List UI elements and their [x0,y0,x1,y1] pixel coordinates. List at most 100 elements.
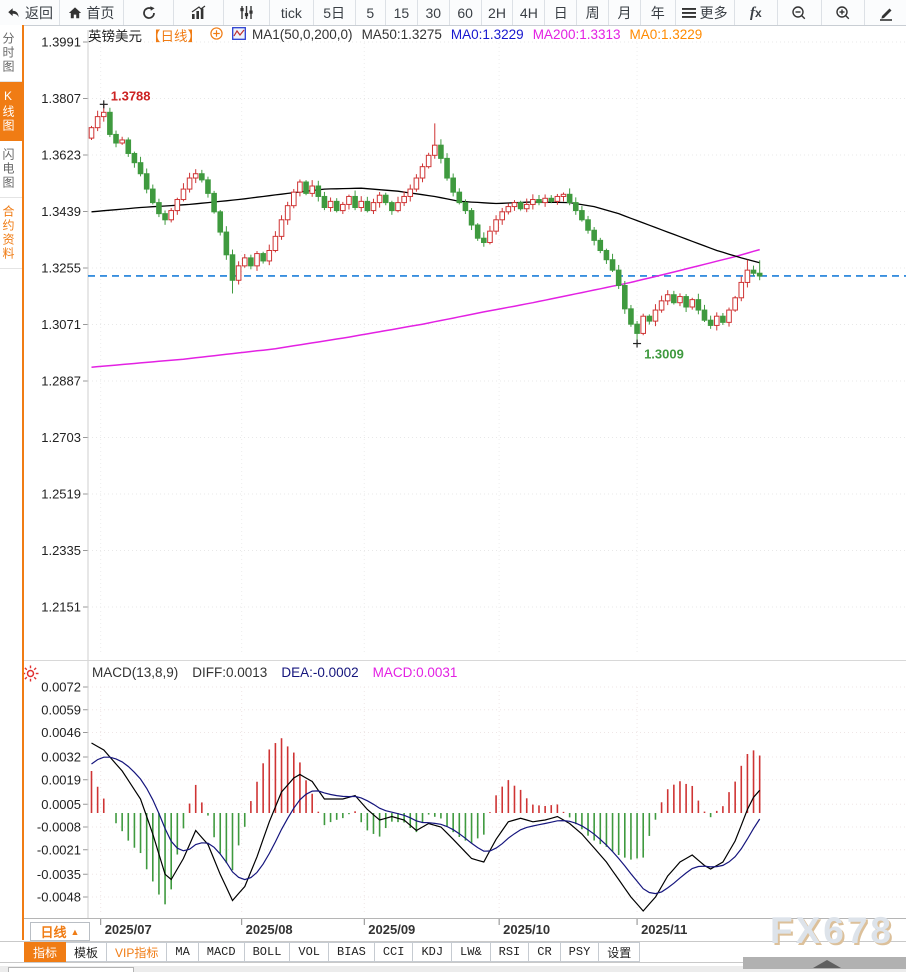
zoom-out-button[interactable] [778,0,822,25]
sidebar-item-contract-info[interactable]: 合约资料 [0,198,22,269]
interval-5min-button[interactable]: 5 [356,0,386,25]
pen-icon [878,5,894,21]
sidebar-item-flash-chart[interactable]: 闪电图 [0,141,22,198]
macd-header: MACD(13,8,9) DIFF:0.0013 DEA:-0.0002 MAC… [92,664,457,680]
draw-pen-button[interactable] [865,0,906,25]
week-label: 周 [585,4,600,21]
interval-4h-button[interactable]: 4H [513,0,546,25]
period-label: 【日线】 [147,28,201,44]
top-toolbar: 返回 首页 tick 5日 5 15 30 60 2H 4H 日 周 月 年 更… [0,0,906,26]
macd-settings-icon[interactable] [22,665,39,687]
interval-5day-button[interactable]: 5日 [314,0,356,25]
tab-0-指标[interactable]: 指标 [24,942,67,962]
min15-label: 15 [393,4,410,21]
refresh-button[interactable] [124,0,175,25]
bar-chart-icon [190,5,207,20]
svg-text:0.0032: 0.0032 [41,750,81,765]
tab-3-MA[interactable]: MA [167,942,199,962]
ma-params-label: MA1(50,0,200,0) [252,27,353,42]
sidebar-item-kline-chart[interactable]: K线图 [0,82,22,141]
tick-label: tick [280,4,302,21]
period-button-label: 日线 [40,925,67,940]
macd-dea-value: DEA:-0.0002 [281,664,359,680]
tab-10-LW&[interactable]: LW& [452,942,491,962]
svg-text:1.2335: 1.2335 [41,543,81,558]
svg-text:1.2703: 1.2703 [41,430,81,445]
x-axis-row: 日线 ▲ 2025/07 2025/08 2025/09 2025/10 2025/11 [0,918,906,942]
day-label: 日 [553,4,568,21]
zoom-out-icon [791,5,807,21]
svg-text:0.0046: 0.0046 [41,725,81,740]
tab-4-MACD[interactable]: MACD [198,942,245,962]
home-button[interactable]: 首页 [60,0,124,25]
interval-tick-button[interactable]: tick [270,0,314,25]
fx-indicator-button[interactable]: fx [735,0,779,25]
tab-2-VIP指标[interactable]: VIP指标 [107,942,168,962]
interval-week-button[interactable]: 周 [577,0,610,25]
svg-text:1.3439: 1.3439 [41,204,81,219]
period-selector-button[interactable]: 日线 ▲ [30,922,90,941]
tab-5-BOLL[interactable]: BOLL [244,942,291,962]
ma0-value-orange: MA0:1.3229 [629,27,703,42]
year-label: 年 [650,4,665,21]
interval-day-button[interactable]: 日 [545,0,578,25]
tab-12-CR[interactable]: CR [529,942,561,962]
fx-icon: fx [750,4,762,21]
home-label: 首页 [86,4,115,21]
ma0-value-blue: MA0:1.3229 [450,27,524,42]
svg-text:1.2519: 1.2519 [41,487,81,502]
interval-60min-button[interactable]: 60 [450,0,482,25]
interval-30min-button[interactable]: 30 [418,0,450,25]
price-annotation-1.3788: 1.3788 [111,88,151,103]
svg-text:1.2151: 1.2151 [41,600,81,615]
chart-type-sidebar: 分时图 K线图 闪电图 合约资料 [0,25,24,940]
interval-year-button[interactable]: 年 [641,0,676,25]
horizontal-scrollbar[interactable] [743,957,906,969]
more-button[interactable]: 更多 [676,0,735,25]
svg-text:-0.0008: -0.0008 [37,820,81,835]
macd-diff-value: DIFF:0.0013 [192,664,268,680]
sliders-icon [239,5,254,20]
partial-bottom-tab[interactable] [8,967,134,972]
add-indicator-icon[interactable] [210,26,223,43]
svg-text:1.3255: 1.3255 [41,261,81,276]
symbol-name: 英镑美元 [88,28,142,44]
svg-text:1.3071: 1.3071 [41,317,81,332]
indicator-settings-icon-button[interactable] [224,0,271,25]
back-label: 返回 [25,4,53,21]
tab-7-BIAS[interactable]: BIAS [329,942,375,962]
tab-11-RSI[interactable]: RSI [490,942,530,962]
min5-label: 5 [366,4,375,21]
hamburger-icon [681,7,696,19]
tab-14-设置[interactable]: 设置 [599,942,641,962]
back-button[interactable]: 返回 [0,0,60,25]
macd-params-label: MACD(13,8,9) [92,664,179,680]
interval-15min-button[interactable]: 15 [386,0,418,25]
tab-9-KDJ[interactable]: KDJ [413,942,453,962]
tab-1-模板[interactable]: 模板 [66,942,108,962]
more-label: 更多 [699,4,728,21]
tab-6-VOL[interactable]: VOL [290,942,330,962]
svg-text:-0.0021: -0.0021 [37,842,81,857]
back-arrow-icon [6,6,21,20]
kline-chart-icon-button[interactable] [174,0,224,25]
svg-text:0.0019: 0.0019 [41,772,81,787]
x-axis-label-2025/09: 2025/09 [368,922,416,937]
x-axis-label-2025/10: 2025/10 [503,922,551,937]
tab-8-CCI[interactable]: CCI [374,942,414,962]
partial-bottom-row [0,966,906,972]
ma-chart-icon[interactable] [232,26,246,43]
x-axis-label-2025/07: 2025/07 [104,922,152,937]
sidebar-item-time-chart[interactable]: 分时图 [0,25,22,82]
svg-text:-0.0048: -0.0048 [37,890,81,905]
interval-2h-button[interactable]: 2H [482,0,514,25]
svg-text:0.0059: 0.0059 [41,702,81,717]
min60-label: 60 [457,4,473,21]
svg-text:1.2887: 1.2887 [41,374,81,389]
zoom-in-button[interactable] [822,0,866,25]
triangle-up-icon: ▲ [70,926,80,937]
interval-month-button[interactable]: 月 [609,0,641,25]
tab-13-PSY[interactable]: PSY [560,942,600,962]
